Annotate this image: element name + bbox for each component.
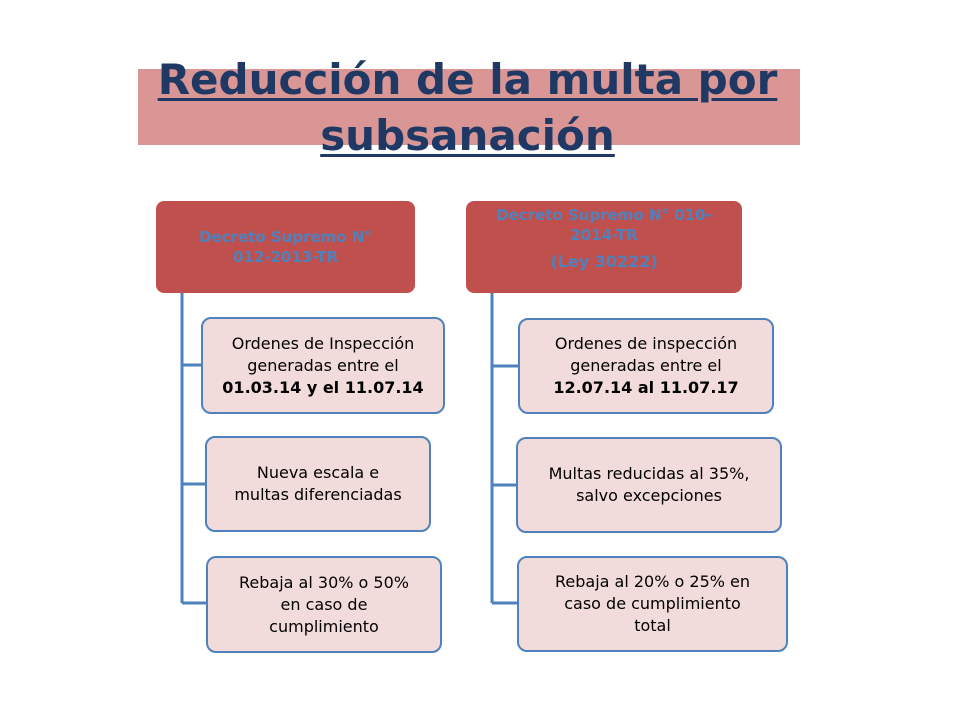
left-box-3-line-1: Rebaja al 30% o 50% bbox=[239, 572, 409, 592]
header-right-line-1: Decreto Supremo N° 010- bbox=[496, 206, 712, 224]
left-box-ordenes: Ordenes de Inspección generadas entre el… bbox=[201, 317, 445, 414]
left-box-rebaja: Rebaja al 30% o 50% en caso de cumplimie… bbox=[206, 556, 442, 653]
right-box-2-line-1: Multas reducidas al 35%, bbox=[548, 464, 750, 483]
right-box-3-line-1: Rebaja al 20% o 25% en bbox=[554, 572, 751, 591]
left-box-1-line-1: Ordenes de Inspección bbox=[231, 333, 415, 353]
left-box-3-line-2: en caso de bbox=[280, 594, 368, 614]
page-title: Reducción de la multa por subsanación bbox=[140, 52, 795, 164]
header-left-line-1: Decreto Supremo N° bbox=[199, 228, 372, 246]
left-box-2-line-1: Nueva escala e bbox=[256, 463, 380, 482]
right-box-3-line-3: total bbox=[634, 616, 671, 635]
title-band bbox=[138, 69, 800, 145]
header-decreto-2014: Decreto Supremo N° 010- 2014-TR (Ley 302… bbox=[466, 201, 742, 293]
right-box-2-line-2: salvo excepciones bbox=[576, 486, 722, 505]
title-line-1: Reducción de la multa por bbox=[157, 55, 778, 104]
title-line-2: subsanación bbox=[320, 111, 615, 160]
right-box-1-line-1: Ordenes de inspección bbox=[554, 334, 738, 353]
left-box-2-line-2: multas diferenciadas bbox=[234, 485, 402, 504]
header-decreto-2013: Decreto Supremo N° 012-2013-TR bbox=[156, 201, 415, 293]
right-box-3-line-2: caso de cumplimiento bbox=[564, 594, 741, 613]
right-box-1-line-2: generadas entre el bbox=[570, 356, 722, 375]
left-box-1-line-3: 01.03.14 y el 11.07.14 bbox=[222, 377, 424, 397]
header-right-line-2: 2014-TR bbox=[570, 226, 638, 244]
right-box-ordenes: Ordenes de inspección generadas entre el… bbox=[518, 318, 774, 414]
header-left-line-2: 012-2013-TR bbox=[232, 248, 339, 266]
left-box-nueva-escala: Nueva escala e multas diferenciadas bbox=[205, 436, 431, 532]
left-box-3-line-3: cumplimiento bbox=[269, 616, 379, 636]
right-box-multas-reducidas: Multas reducidas al 35%, salvo excepcion… bbox=[516, 437, 782, 533]
left-box-1-line-2: generadas entre el bbox=[247, 355, 399, 375]
header-right-line-3: (Ley 30222) bbox=[550, 252, 658, 271]
right-box-1-line-3: 12.07.14 al 11.07.17 bbox=[553, 378, 739, 397]
right-box-rebaja: Rebaja al 20% o 25% en caso de cumplimie… bbox=[517, 556, 788, 652]
